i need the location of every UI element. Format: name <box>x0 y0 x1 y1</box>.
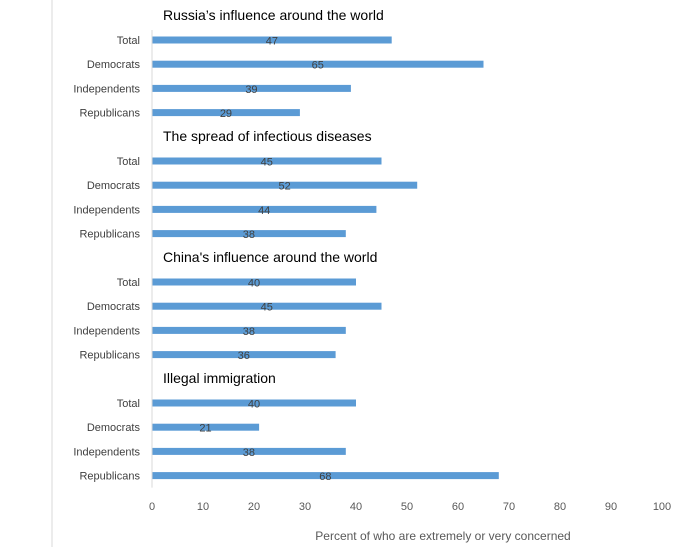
data-label: 38 <box>243 447 255 459</box>
group-title: Russia’s influence around the world <box>163 7 384 23</box>
x-tick-label: 0 <box>149 501 155 513</box>
bar <box>152 60 484 68</box>
group-title: The spread of infectious diseases <box>163 128 372 144</box>
bar <box>152 109 300 117</box>
bar <box>152 447 346 455</box>
x-tick-label: 20 <box>248 501 260 513</box>
category-label: Total <box>117 398 140 410</box>
bar <box>152 157 382 165</box>
data-label: 36 <box>238 350 250 362</box>
category-label: Democrats <box>87 180 141 192</box>
x-tick-label: 60 <box>452 501 464 513</box>
category-label: Independents <box>73 83 140 95</box>
data-label: 52 <box>278 181 290 193</box>
plot-area: Russia’s influence around the world Total… <box>73 7 671 513</box>
bar <box>152 472 499 480</box>
data-label: 65 <box>312 60 324 72</box>
bar <box>152 278 356 286</box>
category-label: Total <box>117 277 140 289</box>
x-tick-label: 80 <box>554 501 566 513</box>
data-label: 40 <box>248 399 260 411</box>
bar <box>152 399 356 407</box>
bar <box>152 351 336 359</box>
category-label: Democrats <box>87 59 141 71</box>
x-axis-title: Percent of who are extremely or very con… <box>315 529 570 543</box>
category-label: Independents <box>73 325 140 337</box>
data-label: 29 <box>220 108 232 120</box>
bar <box>152 205 377 213</box>
category-label: Democrats <box>87 301 141 313</box>
x-tick-label: 100 <box>653 501 671 513</box>
bar <box>152 181 418 189</box>
x-tick-label: 30 <box>299 501 311 513</box>
data-label: 40 <box>248 278 260 290</box>
x-tick-label: 40 <box>350 501 362 513</box>
data-label: 21 <box>199 423 211 435</box>
group-title: China's influence around the world <box>163 249 377 265</box>
bar <box>152 36 392 44</box>
category-label: Democrats <box>87 422 141 434</box>
category-label: Total <box>117 156 140 168</box>
category-label: Republicans <box>79 350 140 362</box>
category-label: Republicans <box>79 471 140 483</box>
x-tick-label: 70 <box>503 501 515 513</box>
bar <box>152 423 260 431</box>
category-label: Republicans <box>79 108 140 120</box>
data-label: 39 <box>245 84 257 96</box>
x-tick-label: 50 <box>401 501 413 513</box>
bar <box>152 302 382 310</box>
data-label: 44 <box>258 205 270 217</box>
bar <box>152 326 346 334</box>
bar <box>152 84 351 92</box>
data-label: 38 <box>243 326 255 338</box>
data-label: 68 <box>319 471 331 483</box>
category-label: Independents <box>73 204 140 216</box>
category-label: Total <box>117 35 140 47</box>
group-title: Illegal immigration <box>163 370 276 386</box>
category-label: Independents <box>73 446 140 458</box>
x-tick-label: 10 <box>197 501 209 513</box>
data-label: 45 <box>261 157 273 169</box>
data-label: 45 <box>261 302 273 314</box>
data-label: 47 <box>266 36 278 48</box>
category-label: Republicans <box>79 229 140 241</box>
bar <box>152 230 346 238</box>
x-tick-label: 90 <box>605 501 617 513</box>
data-label: 38 <box>243 229 255 241</box>
